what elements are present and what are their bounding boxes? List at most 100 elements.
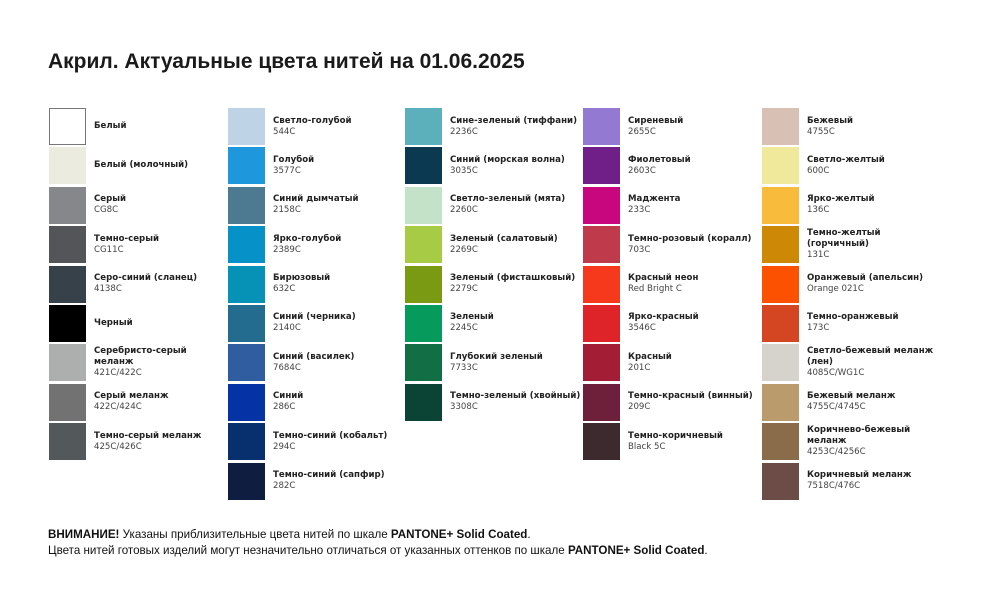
pantone-code: 4138C xyxy=(94,284,122,295)
color-label: Синий (морская волна) 3035C xyxy=(450,147,585,184)
color-name: Зеленый (фисташковый) xyxy=(450,273,576,284)
color-item: Зеленый (фисташковый) 2279C xyxy=(405,265,580,305)
color-column: Сине-зеленый (тиффани) 2236C Синий (морска… xyxy=(405,108,580,423)
pantone-code: 4755C/4745C xyxy=(807,402,866,413)
footer-line-2: Цвета нитей готовых изделий могут незнач… xyxy=(48,543,708,559)
color-item: Серебристо-серый меланж 421C/422C xyxy=(49,344,224,383)
color-column: Белый Белый (молочный) Серый CG8C Темно-серы… xyxy=(49,108,224,463)
color-name: Белый xyxy=(94,121,127,131)
color-swatch xyxy=(762,304,799,342)
pantone-code: 632C xyxy=(273,284,296,295)
footer-text: Цвета нитей готовых изделий могут незнач… xyxy=(48,544,568,557)
color-name: Сиреневый xyxy=(628,115,684,126)
pantone-code: 7518C/476C xyxy=(807,481,861,492)
color-item: Светло-голубой 544C xyxy=(228,108,403,147)
color-swatch xyxy=(405,265,442,303)
color-swatch xyxy=(405,147,442,185)
color-swatch xyxy=(405,344,442,382)
color-label: Красный 201C xyxy=(628,344,763,381)
color-item: Синий 286C xyxy=(228,383,403,423)
color-swatch xyxy=(228,226,265,264)
color-item: Светло-зеленый (мята) 2260C xyxy=(405,186,580,226)
pantone-code: 2279C xyxy=(450,284,478,295)
color-label: Красный неон Red Bright C xyxy=(628,266,763,303)
pantone-code: 422C/424C xyxy=(94,402,142,413)
color-name: Темно-серый меланж xyxy=(94,430,202,441)
pantone-code: 2158C xyxy=(273,205,301,216)
color-swatch xyxy=(762,226,799,264)
color-name: Светло-бежевый меланж (лен) xyxy=(807,346,934,368)
color-swatch xyxy=(228,147,265,185)
color-item: Маджента 233C xyxy=(583,186,758,226)
pantone-code: 7733C xyxy=(450,362,478,373)
color-swatch xyxy=(762,423,799,461)
color-label: Темно-серый CG11C xyxy=(94,226,229,263)
color-item: Зеленый 2245C xyxy=(405,304,580,344)
color-item: Темно-серый меланж 425C/426C xyxy=(49,423,224,462)
color-name: Светло-зеленый (мята) xyxy=(450,194,566,205)
footer-note: ВНИМАНИЕ! Указаны приблизительные цвета … xyxy=(48,527,708,559)
pantone-code: 421C/422C xyxy=(94,368,142,379)
color-name: Светло-желтый xyxy=(807,154,885,165)
color-item: Красный 201C xyxy=(583,344,758,383)
color-swatch xyxy=(49,226,86,264)
pantone-code: 4085C/WG1C xyxy=(807,368,865,379)
color-label: Темно-розовый (коралл) 703C xyxy=(628,226,763,263)
color-swatch xyxy=(583,383,620,421)
color-label: Фиолетовый 2603C xyxy=(628,147,763,184)
color-label: Глубокий зеленый 7733C xyxy=(450,344,585,381)
color-item: Фиолетовый 2603C xyxy=(583,147,758,186)
color-name: Темно-коричневый xyxy=(628,430,723,441)
pantone-code: 2260C xyxy=(450,205,478,216)
color-item: Глубокий зеленый 7733C xyxy=(405,344,580,383)
color-label: Серебристо-серый меланж 421C/422C xyxy=(94,344,229,381)
color-swatch xyxy=(583,147,620,185)
pantone-code: 131C xyxy=(807,250,830,261)
pantone-code: 703C xyxy=(628,244,651,255)
color-label: Голубой 3577C xyxy=(273,147,408,184)
pantone-code: Orange 021C xyxy=(807,284,864,295)
pantone-code: 3546C xyxy=(628,323,656,334)
color-swatch xyxy=(228,108,265,145)
color-item: Синий (василек) 7684C xyxy=(228,344,403,383)
color-swatch xyxy=(583,186,620,224)
color-label: Темно-желтый (горчичный) 131C xyxy=(807,226,942,263)
color-swatch xyxy=(49,147,86,185)
color-label: Синий 286C xyxy=(273,384,408,421)
color-name: Красный неон xyxy=(628,273,699,284)
color-item: Темно-оранжевый 173C xyxy=(762,304,937,344)
color-swatch xyxy=(762,108,799,145)
color-item: Темно-коричневый Black 5C xyxy=(583,423,758,462)
pantone-code: 2389C xyxy=(273,244,301,255)
color-item: Зеленый (салатовый) 2269C xyxy=(405,226,580,265)
color-name: Сине-зеленый (тиффани) xyxy=(450,115,577,126)
color-swatch xyxy=(583,226,620,264)
color-swatch xyxy=(228,462,265,500)
color-name: Темно-желтый (горчичный) xyxy=(807,228,881,250)
color-name: Серый меланж xyxy=(94,391,169,402)
footer-text: . xyxy=(527,528,531,541)
color-label: Бежевый меланж 4755C/4745C xyxy=(807,384,942,421)
color-name: Синий (морская волна) xyxy=(450,154,565,165)
color-name: Темно-красный (винный) xyxy=(628,391,753,402)
color-label: Темно-коричневый Black 5C xyxy=(628,423,763,460)
color-item: Темно-розовый (коралл) 703C xyxy=(583,226,758,265)
color-swatch xyxy=(49,423,86,461)
color-swatch xyxy=(228,265,265,303)
pantone-code: 233C xyxy=(628,205,651,216)
color-name: Глубокий зеленый xyxy=(450,351,543,362)
color-label: Белый xyxy=(94,108,229,145)
footer-text: . xyxy=(704,544,708,557)
color-swatch xyxy=(228,383,265,421)
color-swatch xyxy=(228,186,265,224)
color-label: Коричневый меланж 7518C/476C xyxy=(807,463,942,500)
color-label: Белый (молочный) xyxy=(94,147,229,184)
color-label: Синий (черника) 2140C xyxy=(273,305,408,342)
color-swatch xyxy=(405,383,442,421)
color-label: Оранжевый (апельсин) Orange 021C xyxy=(807,266,942,303)
pantone-label: PANTONE+ Solid Coated xyxy=(390,528,528,541)
pantone-code: Black 5C xyxy=(628,441,666,452)
pantone-code: 201C xyxy=(628,362,651,373)
color-name: Зеленый (салатовый) xyxy=(450,233,558,244)
color-label: Зеленый (салатовый) 2269C xyxy=(450,226,585,263)
